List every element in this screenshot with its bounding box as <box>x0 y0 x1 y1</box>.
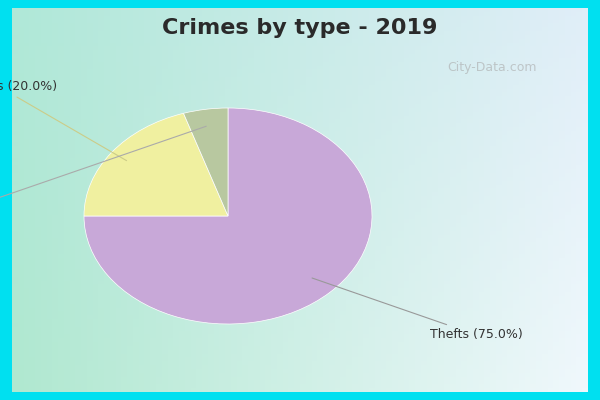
Text: Burglaries (20.0%): Burglaries (20.0%) <box>0 80 127 161</box>
Text: Crimes by type - 2019: Crimes by type - 2019 <box>163 18 437 38</box>
Text: Assaults (5.0%): Assaults (5.0%) <box>0 126 206 222</box>
Text: City-Data.com: City-Data.com <box>447 62 537 74</box>
Text: Thefts (75.0%): Thefts (75.0%) <box>312 278 523 341</box>
Wedge shape <box>184 108 228 216</box>
Wedge shape <box>84 113 228 216</box>
Wedge shape <box>84 108 372 324</box>
